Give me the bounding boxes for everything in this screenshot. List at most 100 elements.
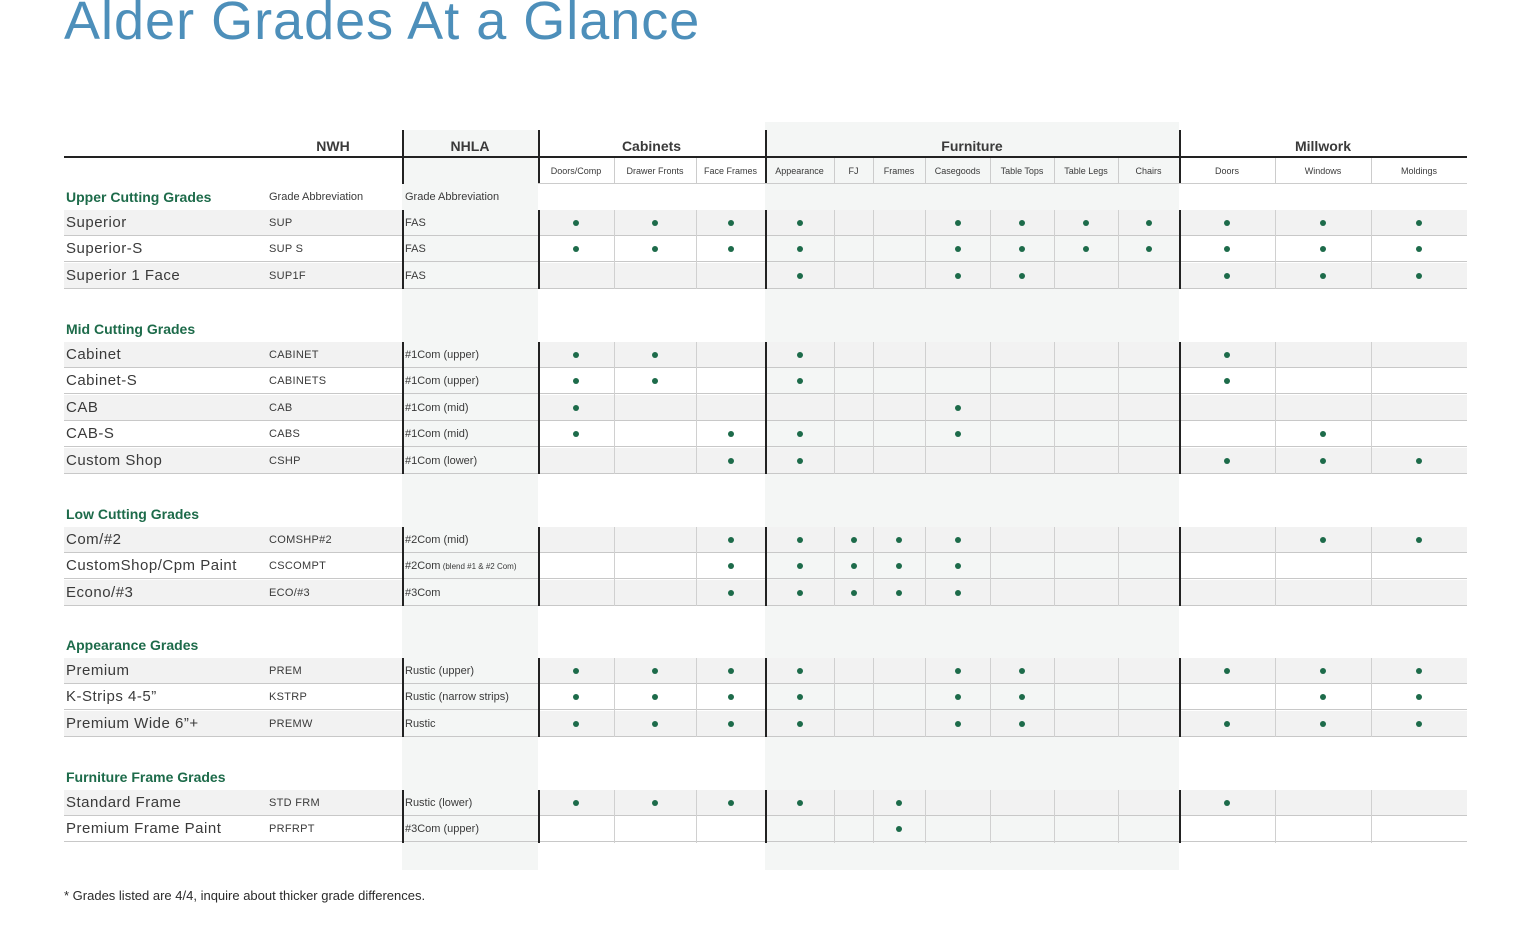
check-dot	[1416, 668, 1422, 674]
row-stripe-marks	[538, 368, 1467, 394]
nwh-abbreviation: CABINET	[269, 349, 319, 361]
grade-name: CAB	[66, 399, 99, 416]
column-divider	[834, 210, 835, 289]
column-divider	[834, 158, 835, 184]
column-divider	[1118, 342, 1119, 474]
row-stripe-marks	[538, 658, 1467, 684]
check-dot	[954, 431, 961, 437]
check-dot	[652, 378, 658, 384]
check-dot	[573, 800, 579, 806]
column-header-doors-10: Doors	[1214, 166, 1239, 176]
check-dot	[1019, 273, 1025, 279]
column-header-frames-5: Frames	[883, 166, 915, 176]
nhla-grade-text: Rustic (upper)	[405, 665, 475, 677]
check-dot	[573, 431, 579, 437]
grade-name: Premium Frame Paint	[66, 820, 222, 837]
group-divider	[765, 342, 767, 474]
row-stripe	[64, 527, 402, 553]
grade-name: Superior-S	[66, 240, 143, 257]
check-dot	[850, 537, 857, 543]
section-title-furniture-frame-grades: Furniture Frame Grades	[66, 769, 226, 785]
nwh-abbreviation: SUP S	[269, 243, 304, 255]
grade-name: Standard Frame	[66, 794, 182, 811]
column-divider	[1275, 527, 1276, 606]
check-dot	[727, 458, 734, 464]
check-dot	[1416, 246, 1422, 252]
grade-name: Econo/#3	[66, 584, 134, 601]
row-stripe-marks	[538, 527, 1467, 553]
check-dot	[954, 563, 961, 569]
check-dot	[652, 246, 658, 252]
row-stripe	[64, 421, 402, 447]
grade-name: Cabinet-S	[66, 372, 138, 389]
nwh-abbreviation: CABINETS	[269, 375, 327, 387]
check-dot	[573, 405, 579, 411]
group-divider	[765, 527, 767, 606]
nhla-grade-note: (blend #1 & #2 Com)	[440, 562, 517, 571]
section-title-appearance-grades: Appearance Grades	[66, 637, 199, 653]
row-stripe	[64, 711, 402, 737]
check-dot	[796, 352, 803, 358]
nwh-abbreviation-header: Grade Abbreviation	[269, 191, 364, 203]
column-divider	[1118, 658, 1119, 737]
group-divider	[538, 210, 540, 289]
group-divider	[538, 130, 540, 184]
check-dot	[1416, 721, 1422, 727]
check-dot	[796, 246, 803, 252]
check-dot	[1320, 246, 1326, 252]
row-stripe-marks	[538, 210, 1467, 236]
row-stripe-marks	[538, 816, 1467, 842]
nhla-grade: Rustic (lower)	[405, 790, 472, 816]
group-divider	[1179, 527, 1181, 606]
check-dot	[796, 220, 803, 226]
section-title-upper-cutting-grades: Upper Cutting Grades	[66, 189, 212, 205]
check-dot	[896, 826, 902, 832]
check-dot	[796, 458, 803, 464]
column-divider	[1054, 790, 1055, 843]
column-divider	[696, 658, 697, 737]
check-dot	[1224, 721, 1230, 727]
nhla-grade: FAS	[405, 263, 426, 289]
check-dot	[573, 220, 579, 226]
nhla-grade: #1Com (upper)	[405, 342, 479, 368]
column-divider	[873, 342, 874, 474]
column-header-face-frames-2: Face Frames	[703, 166, 757, 176]
nwh-abbreviation: KSTRP	[269, 691, 308, 703]
row-stripe	[64, 395, 402, 421]
check-dot	[727, 590, 734, 596]
column-divider	[990, 658, 991, 737]
group-divider	[402, 210, 404, 289]
group-divider	[1179, 342, 1181, 474]
nhla-grade-text: Rustic (lower)	[405, 797, 473, 809]
nhla-grade-text: #1Com (mid)	[405, 428, 469, 440]
check-dot	[727, 668, 734, 674]
nwh-abbreviation: STD FRM	[269, 797, 320, 809]
check-dot	[796, 273, 803, 279]
row-stripe-marks	[538, 263, 1467, 289]
column-divider	[834, 658, 835, 737]
nhla-grade-text: FAS	[405, 270, 426, 282]
nhla-grade: FAS	[405, 210, 426, 236]
table-row: Premium PREM Rustic (upper)	[64, 658, 1467, 684]
column-divider	[614, 658, 615, 737]
column-divider	[1371, 790, 1372, 843]
nwh-abbreviation: PREMW	[269, 718, 313, 730]
column-divider	[834, 342, 835, 474]
grade-name: Superior	[66, 214, 127, 231]
check-dot	[896, 537, 902, 543]
section-title-mid-cutting-grades: Mid Cutting Grades	[66, 321, 196, 337]
column-divider	[1371, 527, 1372, 606]
group-divider	[538, 342, 540, 474]
check-dot	[1320, 694, 1326, 700]
group-header-cabinets: Cabinets	[621, 138, 682, 154]
column-divider	[1118, 527, 1119, 606]
check-dot	[652, 721, 658, 727]
check-dot	[1019, 694, 1025, 700]
column-divider	[1275, 790, 1276, 843]
check-dot	[954, 668, 961, 674]
nhla-abbreviation-header: Grade Abbreviation	[405, 191, 500, 203]
footnote: * Grades listed are 4/4, inquire about t…	[64, 888, 426, 903]
check-dot	[652, 694, 658, 700]
check-dot	[796, 378, 803, 384]
group-divider	[402, 527, 404, 606]
